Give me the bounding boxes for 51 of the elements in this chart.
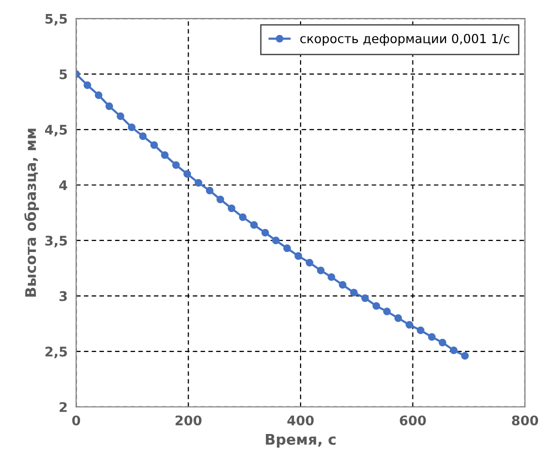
point [206, 186, 214, 194]
y-tick-label: 3,5 [45, 236, 67, 248]
point [294, 252, 302, 260]
point [105, 102, 114, 110]
point [216, 196, 224, 204]
point [250, 221, 258, 229]
point [228, 204, 236, 212]
point [338, 281, 346, 289]
x-tick-label: 600 [400, 415, 426, 426]
x-tick-label: 800 [512, 415, 538, 426]
point [350, 288, 358, 296]
point [461, 352, 469, 360]
point [316, 266, 325, 274]
point [383, 308, 391, 316]
y-tick-label: 3 [60, 291, 67, 302]
y-tick-label: 2 [60, 402, 67, 412]
point [438, 338, 446, 346]
point [428, 333, 436, 341]
y-tick-label: 5,5 [45, 14, 67, 26]
point [238, 213, 247, 221]
point [394, 314, 402, 322]
point [94, 91, 102, 99]
legend-label: скорость деформации 0,001 1/с [300, 34, 510, 46]
point [261, 228, 270, 237]
point [150, 141, 158, 149]
point [183, 170, 192, 178]
y-tick-label: 4 [59, 180, 68, 190]
x-tick-label: 200 [176, 415, 202, 426]
point [372, 302, 380, 310]
x-tick-label: 0 [72, 415, 80, 426]
point [84, 81, 92, 89]
point [160, 151, 169, 159]
point [283, 244, 291, 252]
point [361, 294, 369, 302]
y-tick-label: 2,5 [45, 346, 67, 358]
point [139, 132, 147, 140]
point [450, 346, 458, 354]
point [406, 320, 414, 329]
point [128, 123, 136, 132]
x-axis-title: Время, с [266, 434, 336, 448]
point [306, 258, 314, 266]
point [416, 326, 424, 334]
point [116, 112, 124, 120]
y-axis-title: Высота образца, мм [24, 128, 39, 297]
point [194, 178, 202, 187]
point [328, 273, 336, 281]
y-tick-label: 4,5 [45, 124, 67, 136]
point [172, 161, 180, 169]
y-tick-label: 5 [60, 69, 67, 80]
point [272, 236, 280, 244]
x-tick-label: 400 [287, 415, 314, 426]
